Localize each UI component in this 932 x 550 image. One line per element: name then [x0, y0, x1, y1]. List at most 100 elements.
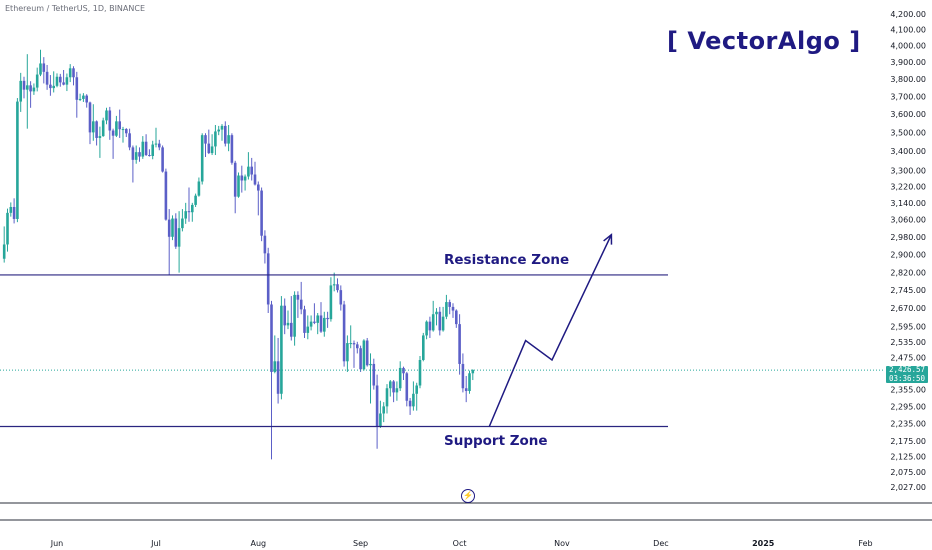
candle-up [39, 63, 42, 75]
candle-down [455, 310, 458, 325]
projection-arrowhead [603, 233, 613, 245]
candle-down [167, 219, 171, 237]
candle-up [2, 244, 6, 259]
candle-up [349, 343, 352, 345]
candle-up [105, 110, 108, 121]
candle-down [49, 84, 52, 89]
candle-down [266, 253, 270, 305]
candle-up [369, 363, 372, 366]
time-axis[interactable]: Jun Jul Aug Sep Oct Nov Dec 2025 Feb [50, 539, 873, 548]
candle-down [230, 135, 234, 163]
candle-up [197, 181, 201, 196]
candle-up [422, 335, 425, 360]
candle-up [19, 80, 22, 102]
candle-down [283, 305, 286, 326]
candle-up [398, 367, 402, 389]
candle-down [125, 129, 128, 134]
candle-down [29, 85, 32, 92]
symbol-title[interactable]: Ethereum / TetherUS, 1D, BINANCE [5, 4, 146, 13]
candle-up [82, 95, 85, 99]
candle-up [217, 129, 220, 132]
price-tick-label: 2,670.00 [890, 304, 926, 313]
candle-up [273, 361, 277, 372]
current-price-value: 2,426.57 [888, 365, 926, 374]
price-tick-label: 4,200.00 [890, 10, 926, 19]
candle-down [405, 373, 409, 401]
price-axis[interactable]: 4,200.00 4,100.00 4,000.00 3,900.00 3,800.00… [890, 10, 926, 492]
candle-down [336, 284, 339, 291]
support-zone-label: Support Zone [444, 433, 548, 449]
candle-down [42, 63, 46, 72]
candle-down [164, 171, 168, 220]
price-tick-label: 2,075.00 [890, 468, 926, 477]
candle-down [296, 294, 300, 300]
candle-down [161, 147, 164, 172]
candle-up [191, 204, 194, 213]
price-tick-label: 3,060.00 [890, 216, 926, 225]
price-tick-label: 2,980.00 [890, 233, 926, 242]
lightning-icon[interactable]: ⚡ [461, 489, 475, 503]
candle-up [332, 284, 336, 286]
candle-up [9, 206, 13, 213]
candle-up [98, 136, 102, 138]
time-tick-label: Sep [353, 539, 368, 548]
price-tick-label: 2,475.00 [890, 353, 926, 362]
price-tick-label: 3,500.00 [890, 128, 926, 137]
candle-down [342, 304, 346, 362]
candle-up [141, 141, 145, 157]
price-tick-label: 2,900.00 [890, 250, 926, 259]
candle-down [458, 324, 461, 364]
candle-up [35, 74, 39, 88]
price-tick-label: 3,900.00 [890, 58, 926, 67]
candle-down [299, 299, 303, 310]
candle-up [16, 101, 19, 219]
plot-area[interactable] [0, 49, 932, 521]
candle-up [323, 317, 326, 332]
candle-up [293, 294, 296, 337]
candle-up [32, 87, 36, 92]
candle-up [184, 211, 187, 219]
candle-up [286, 322, 290, 326]
candle-up [101, 120, 105, 137]
candle-down [59, 76, 62, 83]
candle-down [233, 162, 237, 197]
price-tick-label: 2,535.00 [890, 338, 926, 347]
price-tick-label: 2,355.00 [890, 386, 926, 395]
candle-down [111, 130, 115, 136]
candle-down [270, 304, 273, 372]
candle-up [237, 175, 240, 197]
candle-down [148, 155, 151, 157]
bar-countdown: 03:36:50 [888, 373, 926, 383]
candle-up [379, 413, 382, 427]
candle-down [131, 147, 135, 160]
candle-up [431, 314, 435, 331]
candle-up [441, 316, 445, 331]
candle-up [329, 285, 333, 320]
candle-up [220, 125, 224, 130]
candle-down [464, 388, 468, 392]
candle-down [204, 135, 207, 144]
time-tick-label: Jun [50, 539, 64, 548]
candle-up [346, 343, 349, 362]
candle-up [471, 370, 475, 374]
price-tick-label: 3,800.00 [890, 75, 926, 84]
candle-up [78, 98, 82, 100]
candle-up [395, 388, 399, 393]
candle-down [402, 367, 405, 374]
candle-down [128, 133, 131, 148]
price-tick-label: 2,745.00 [890, 286, 926, 295]
candle-down [263, 235, 267, 254]
candle-down [408, 400, 412, 407]
candle-up [194, 195, 197, 205]
candle-down [448, 302, 451, 307]
price-tick-label: 2,027.00 [890, 483, 926, 492]
candle-up [181, 218, 184, 229]
price-tick-label: 3,600.00 [890, 110, 926, 119]
candle-down [375, 385, 379, 427]
candle-down [95, 121, 98, 138]
candle-down [85, 95, 88, 103]
candle-up [309, 321, 313, 327]
candle-up [171, 218, 174, 237]
candle-down [187, 211, 191, 213]
